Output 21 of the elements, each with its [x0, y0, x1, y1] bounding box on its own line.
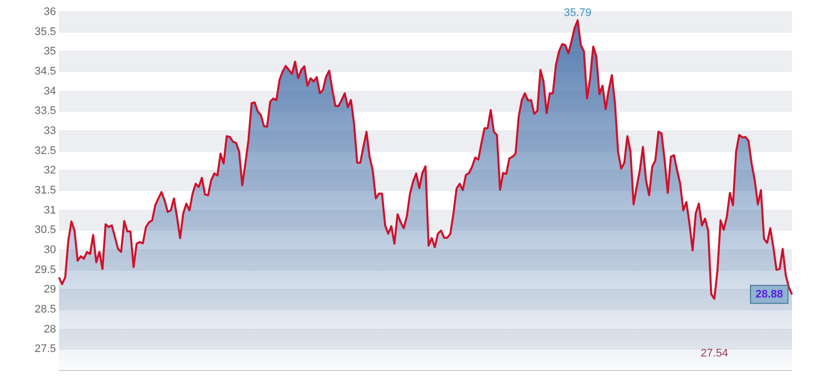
y-tick-label: 31: [44, 204, 56, 216]
y-tick-label: 33: [44, 125, 56, 138]
y-tick-label: 34: [44, 85, 56, 98]
y-tick-label: 35.5: [34, 26, 56, 38]
y-tick-label: 35: [44, 46, 56, 58]
y-tick-label: 27.5: [34, 343, 56, 356]
y-tick-label: 28.5: [34, 304, 56, 316]
y-tick-label: 36: [44, 6, 56, 18]
y-tick-label: 31.5: [34, 184, 56, 197]
y-tick-label: 29.5: [34, 264, 56, 276]
y-tick-label: 34.5: [34, 66, 56, 78]
y-tick-label: 30.5: [34, 224, 56, 236]
y-tick-label: 32.5: [34, 144, 56, 157]
data-label: 28.88: [755, 288, 783, 300]
y-tick-label: 30: [44, 244, 56, 256]
annotation: 27.54: [700, 348, 728, 360]
y-tick-label: 28: [44, 323, 56, 336]
y-tick-label: 29: [44, 284, 56, 296]
data-label: 35.79: [564, 6, 592, 19]
y-tick-label: 32: [44, 164, 56, 177]
y-tick-label: 33.5: [34, 105, 56, 118]
